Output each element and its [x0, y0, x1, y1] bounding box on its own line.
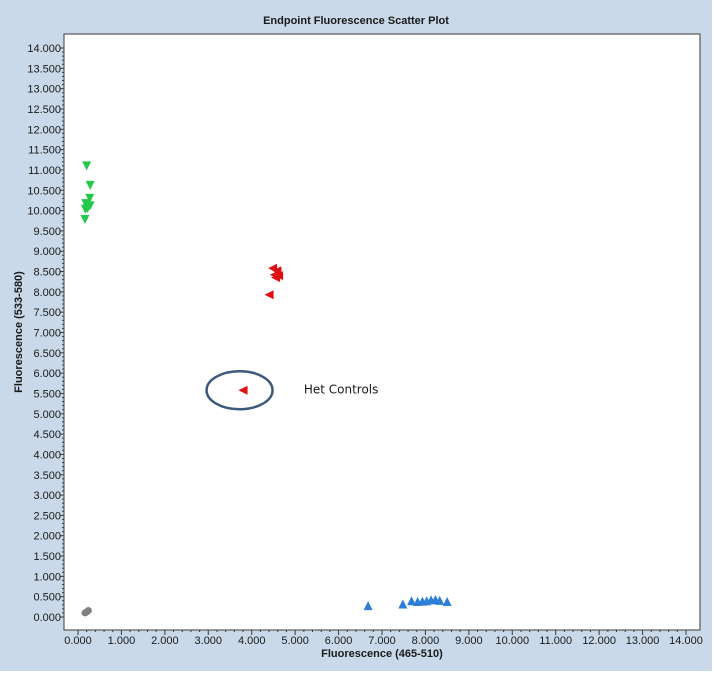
y-tick-label: 6.500 [33, 348, 61, 360]
y-tick-label: 14.000 [27, 43, 61, 55]
chart-title: Endpoint Fluorescence Scatter Plot [263, 15, 449, 27]
data-point-triangle-left [271, 273, 281, 283]
x-tick-label: 11.000 [539, 635, 572, 647]
y-tick-label: 0.500 [33, 592, 61, 604]
data-point-triangle-up [363, 601, 373, 611]
y-tick-label: 10.000 [27, 206, 61, 218]
y-tick-label: 13.000 [27, 84, 61, 96]
data-point-triangle-down [80, 215, 90, 225]
x-tick-label: 8.000 [412, 635, 440, 647]
x-tick-label: 12.000 [582, 635, 616, 647]
x-tick-label: 6.000 [325, 635, 353, 647]
data-point-triangle-left [272, 266, 282, 276]
y-tick-label: 5.000 [33, 409, 61, 421]
y-tick-label: 8.500 [33, 267, 61, 279]
y-tick-label: 5.500 [33, 388, 61, 400]
data-point-triangle-down [82, 161, 92, 171]
x-axis-title: Fluorescence (465-510) [321, 648, 443, 660]
y-tick-label: 6.000 [33, 368, 61, 380]
x-tick-label: 13.000 [626, 635, 660, 647]
y-tick-label: 0.000 [33, 612, 61, 624]
x-tick-label: 4.000 [238, 635, 266, 647]
y-axis: 0.000 0.500 1.000 1.500 2.000 2.500 3.000 3.500… [27, 43, 64, 624]
data-point-triangle-down [85, 180, 95, 190]
y-tick-label: 7.500 [33, 307, 61, 319]
x-tick-label: 2.000 [151, 635, 179, 647]
x-tick-label: 7.000 [368, 635, 396, 647]
x-axis: 0.000 1.000 2.000 3.000 4.000 5.000 6.000 7.000… [64, 630, 703, 647]
x-tick-label: 14.000 [669, 635, 703, 647]
plot-area [63, 33, 701, 631]
y-tick-label: 4.500 [33, 429, 61, 441]
y-tick-label: 10.500 [27, 185, 61, 197]
data-point-triangle-up [442, 597, 452, 607]
data-markers [80, 161, 452, 617]
y-tick-label: 11.500 [28, 145, 61, 157]
x-tick-label: 10.000 [495, 635, 529, 647]
data-point-triangle-left [238, 385, 248, 395]
y-tick-label: 12.500 [27, 104, 61, 116]
x-tick-label: 5.000 [281, 635, 309, 647]
x-tick-label: 9.000 [455, 635, 483, 647]
y-tick-label: 13.500 [27, 63, 61, 75]
annotation-label: Het Controls [304, 382, 379, 396]
data-point-triangle-up [407, 596, 417, 606]
annotation-ellipse [205, 369, 274, 411]
y-tick-label: 2.000 [33, 531, 61, 543]
data-point-circle [82, 609, 90, 617]
data-point-triangle-down [85, 193, 95, 203]
y-tick-label: 2.500 [33, 510, 61, 522]
data-point-triangle-left [264, 290, 274, 300]
y-tick-label: 8.000 [33, 287, 61, 299]
y-tick-label: 9.500 [33, 226, 61, 238]
y-tick-label: 12.000 [27, 124, 61, 136]
data-point-triangle-up [435, 595, 445, 605]
y-tick-label: 3.500 [33, 470, 61, 482]
y-tick-label: 11.000 [28, 165, 61, 177]
data-point-triangle-up [398, 599, 408, 609]
y-tick-label: 4.000 [33, 449, 61, 461]
x-tick-label: 3.000 [195, 635, 223, 647]
x-tick-label: 1.000 [108, 635, 136, 647]
y-axis-title: Fluorescence (533-580) [13, 271, 25, 393]
y-tick-label: 7.000 [33, 328, 61, 340]
y-tick-label: 3.000 [33, 490, 61, 502]
y-tick-label: 9.000 [33, 246, 61, 258]
data-point-triangle-down [80, 204, 90, 214]
data-point-triangle-down [85, 201, 95, 211]
y-tick-label: 1.500 [33, 551, 61, 563]
x-tick-label: 0.000 [64, 635, 92, 647]
annotation-layer: Het Controls [205, 369, 379, 411]
y-tick-label: 1.000 [33, 571, 61, 583]
